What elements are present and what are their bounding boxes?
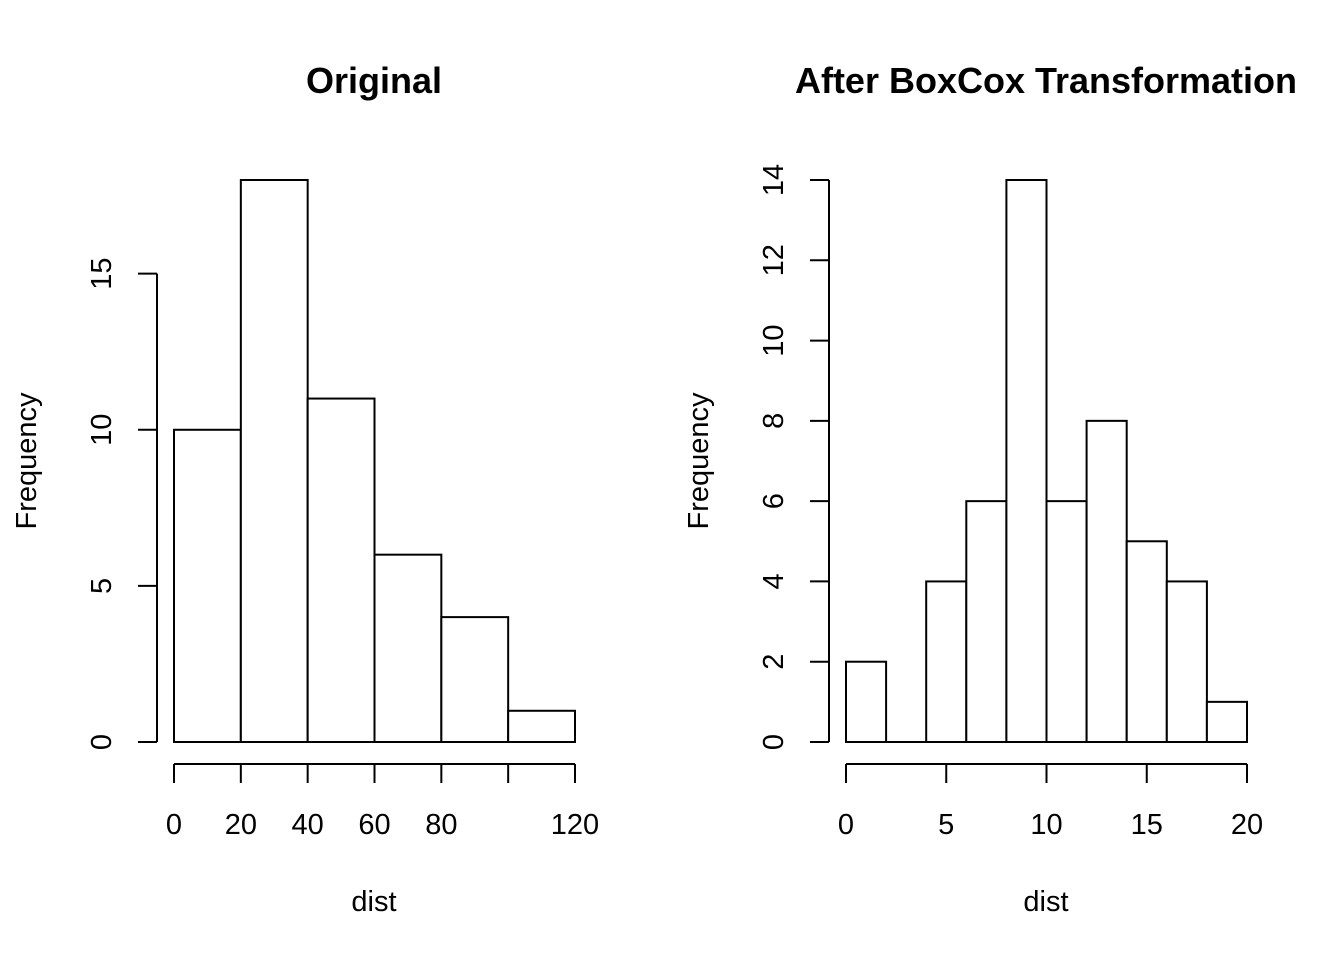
x-tick-label: 5	[938, 809, 954, 841]
x-tick-label: 0	[838, 809, 854, 841]
histogram-bar	[173, 428, 242, 743]
histogram-bar	[239, 179, 309, 743]
histogram-bar	[440, 616, 510, 743]
y-tick-label: 6	[758, 493, 790, 509]
y-tick-label: 12	[758, 244, 790, 276]
histogram-bar	[507, 709, 576, 743]
histogram-bar	[1085, 419, 1128, 743]
y-axis: 0 2 4 6 8 10 12 14	[758, 164, 830, 750]
y-axis-label: Frequency	[683, 392, 715, 530]
histogram-bar	[1005, 179, 1048, 743]
y-tick-label: 10	[758, 324, 790, 356]
y-tick-label: 0	[758, 734, 790, 750]
histogram-bar	[965, 500, 1008, 743]
y-tick-label: 15	[86, 258, 118, 290]
histogram-bar	[925, 580, 968, 744]
x-tick-label: 40	[292, 809, 324, 841]
y-tick-label: 14	[758, 164, 790, 196]
bars	[173, 179, 576, 744]
x-axis-label: dist	[351, 886, 396, 918]
x-tick-label: 15	[1131, 809, 1163, 841]
y-axis-label: Frequency	[11, 392, 43, 530]
x-tick-label: 80	[425, 809, 457, 841]
x-tick-label: 10	[1030, 809, 1062, 841]
chart-boxcox: After BoxCox Transformation dist Frequen…	[683, 60, 1297, 918]
chart-original: Original dist Frequency 0 20 40 60 80 120 0 5 1…	[11, 60, 599, 918]
y-tick-label: 4	[758, 573, 790, 589]
histogram-bar	[1165, 580, 1208, 744]
histogram-bar	[845, 660, 888, 744]
y-tick-label: 2	[758, 654, 790, 670]
x-tick-label: 60	[358, 809, 390, 841]
x-axis-label: dist	[1023, 886, 1068, 918]
x-tick-label: 0	[166, 809, 182, 841]
histogram-bar	[306, 397, 376, 743]
y-tick-label: 8	[758, 413, 790, 429]
histogram-bar	[1125, 540, 1168, 743]
x-axis: 0 20 40 60 80 120	[166, 763, 599, 841]
x-tick-label: 120	[551, 809, 599, 841]
x-axis: 0 5 10 15 20	[838, 763, 1263, 841]
y-tick-label: 10	[86, 414, 118, 446]
bars	[845, 179, 1249, 744]
chart-title: After BoxCox Transformation	[795, 60, 1297, 101]
histogram-bar	[1045, 500, 1088, 743]
y-tick-label: 0	[86, 734, 118, 750]
histogram-bar	[1205, 700, 1249, 743]
y-tick-label: 5	[86, 578, 118, 594]
chart-title: Original	[306, 60, 442, 101]
x-tick-label: 20	[225, 809, 257, 841]
y-axis: 0 5 10 15	[86, 258, 158, 750]
histogram-bar	[373, 553, 443, 744]
x-tick-label: 20	[1231, 809, 1263, 841]
